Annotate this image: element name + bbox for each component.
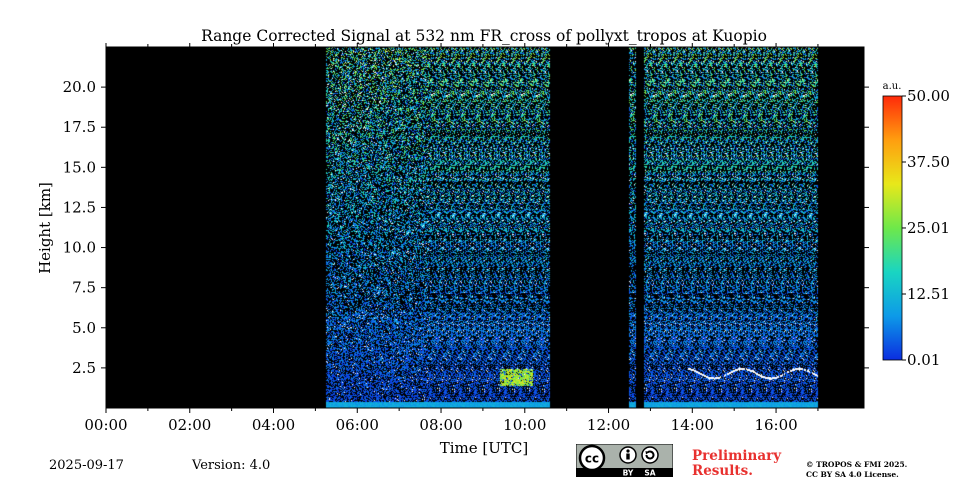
colorbar-ticks: 0.01 12.51 25.01 37.50 50.00 bbox=[902, 87, 950, 369]
y-tick-label: 15.0 bbox=[63, 158, 96, 176]
x-tick-label: 16:00 bbox=[754, 416, 797, 434]
x-tick-label: 14:00 bbox=[671, 416, 714, 434]
y-tick-label: 2.5 bbox=[72, 359, 96, 377]
colorbar: a.u. 0.01 12.51 25.01 37.50 50.00 bbox=[882, 81, 950, 369]
cc-icon bbox=[578, 444, 606, 472]
y-axis: 2.5 5.0 7.5 10.0 12.5 15.0 17.5 20.0 bbox=[63, 78, 869, 377]
colorbar-unit: a.u. bbox=[883, 81, 902, 92]
date-label: 2025-09-17 bbox=[49, 458, 124, 473]
y-tick-label: 17.5 bbox=[63, 118, 96, 136]
colorbar-tick-label: 0.01 bbox=[907, 351, 940, 369]
svg-text:cc: cc bbox=[585, 452, 599, 466]
colorbar-tick-label: 12.51 bbox=[907, 285, 950, 303]
y-tick-label: 10.0 bbox=[63, 239, 96, 257]
copyright-line-2: CC BY SA 4.0 License. bbox=[806, 470, 899, 479]
colorbar-tick-label: 37.50 bbox=[907, 153, 950, 171]
x-tick-label: 04:00 bbox=[252, 416, 295, 434]
x-tick-label: 02:00 bbox=[168, 416, 211, 434]
svg-text:BY: BY bbox=[623, 469, 634, 478]
copyright-note: © TROPOS & FMI 2025. CC BY SA 4.0 Licens… bbox=[806, 460, 907, 480]
copyright-line-1: © TROPOS & FMI 2025. bbox=[806, 460, 908, 469]
plot-frame bbox=[105, 46, 865, 409]
y-tick-label: 7.5 bbox=[72, 279, 96, 297]
x-axis-label: Time [UTC] bbox=[440, 439, 529, 457]
svg-text:SA: SA bbox=[644, 469, 655, 478]
version-label: Version: 4.0 bbox=[192, 458, 271, 473]
signal-heatmap bbox=[106, 47, 864, 408]
colorbar-tick-label: 25.01 bbox=[907, 219, 950, 237]
x-tick-label: 12:00 bbox=[587, 416, 630, 434]
colorbar-gradient bbox=[882, 95, 903, 361]
cc-license-badge: cc BY SA bbox=[576, 444, 673, 477]
share-alike-icon bbox=[641, 446, 659, 464]
preliminary-line-2: Results. bbox=[692, 463, 753, 479]
x-tick-label: 00:00 bbox=[84, 416, 127, 434]
x-tick-label: 06:00 bbox=[336, 416, 379, 434]
chart-title: Range Corrected Signal at 532 nm FR_cros… bbox=[201, 27, 767, 45]
preliminary-results-note: Preliminary Results. bbox=[692, 449, 781, 479]
signal-data-layer bbox=[106, 47, 864, 408]
y-tick-label: 20.0 bbox=[63, 78, 96, 96]
x-tick-label: 10:00 bbox=[503, 416, 546, 434]
x-axis: 00:00 02:00 04:00 06:00 08:00 10:00 12:00 14:00… bbox=[84, 43, 819, 434]
y-tick-label: 12.5 bbox=[63, 198, 96, 216]
x-tick-label: 08:00 bbox=[419, 416, 462, 434]
colorbar-tick-label: 50.00 bbox=[907, 87, 950, 105]
y-tick-label: 5.0 bbox=[72, 319, 96, 337]
preliminary-line-1: Preliminary bbox=[692, 448, 782, 464]
y-axis-label: Height [km] bbox=[36, 182, 54, 274]
